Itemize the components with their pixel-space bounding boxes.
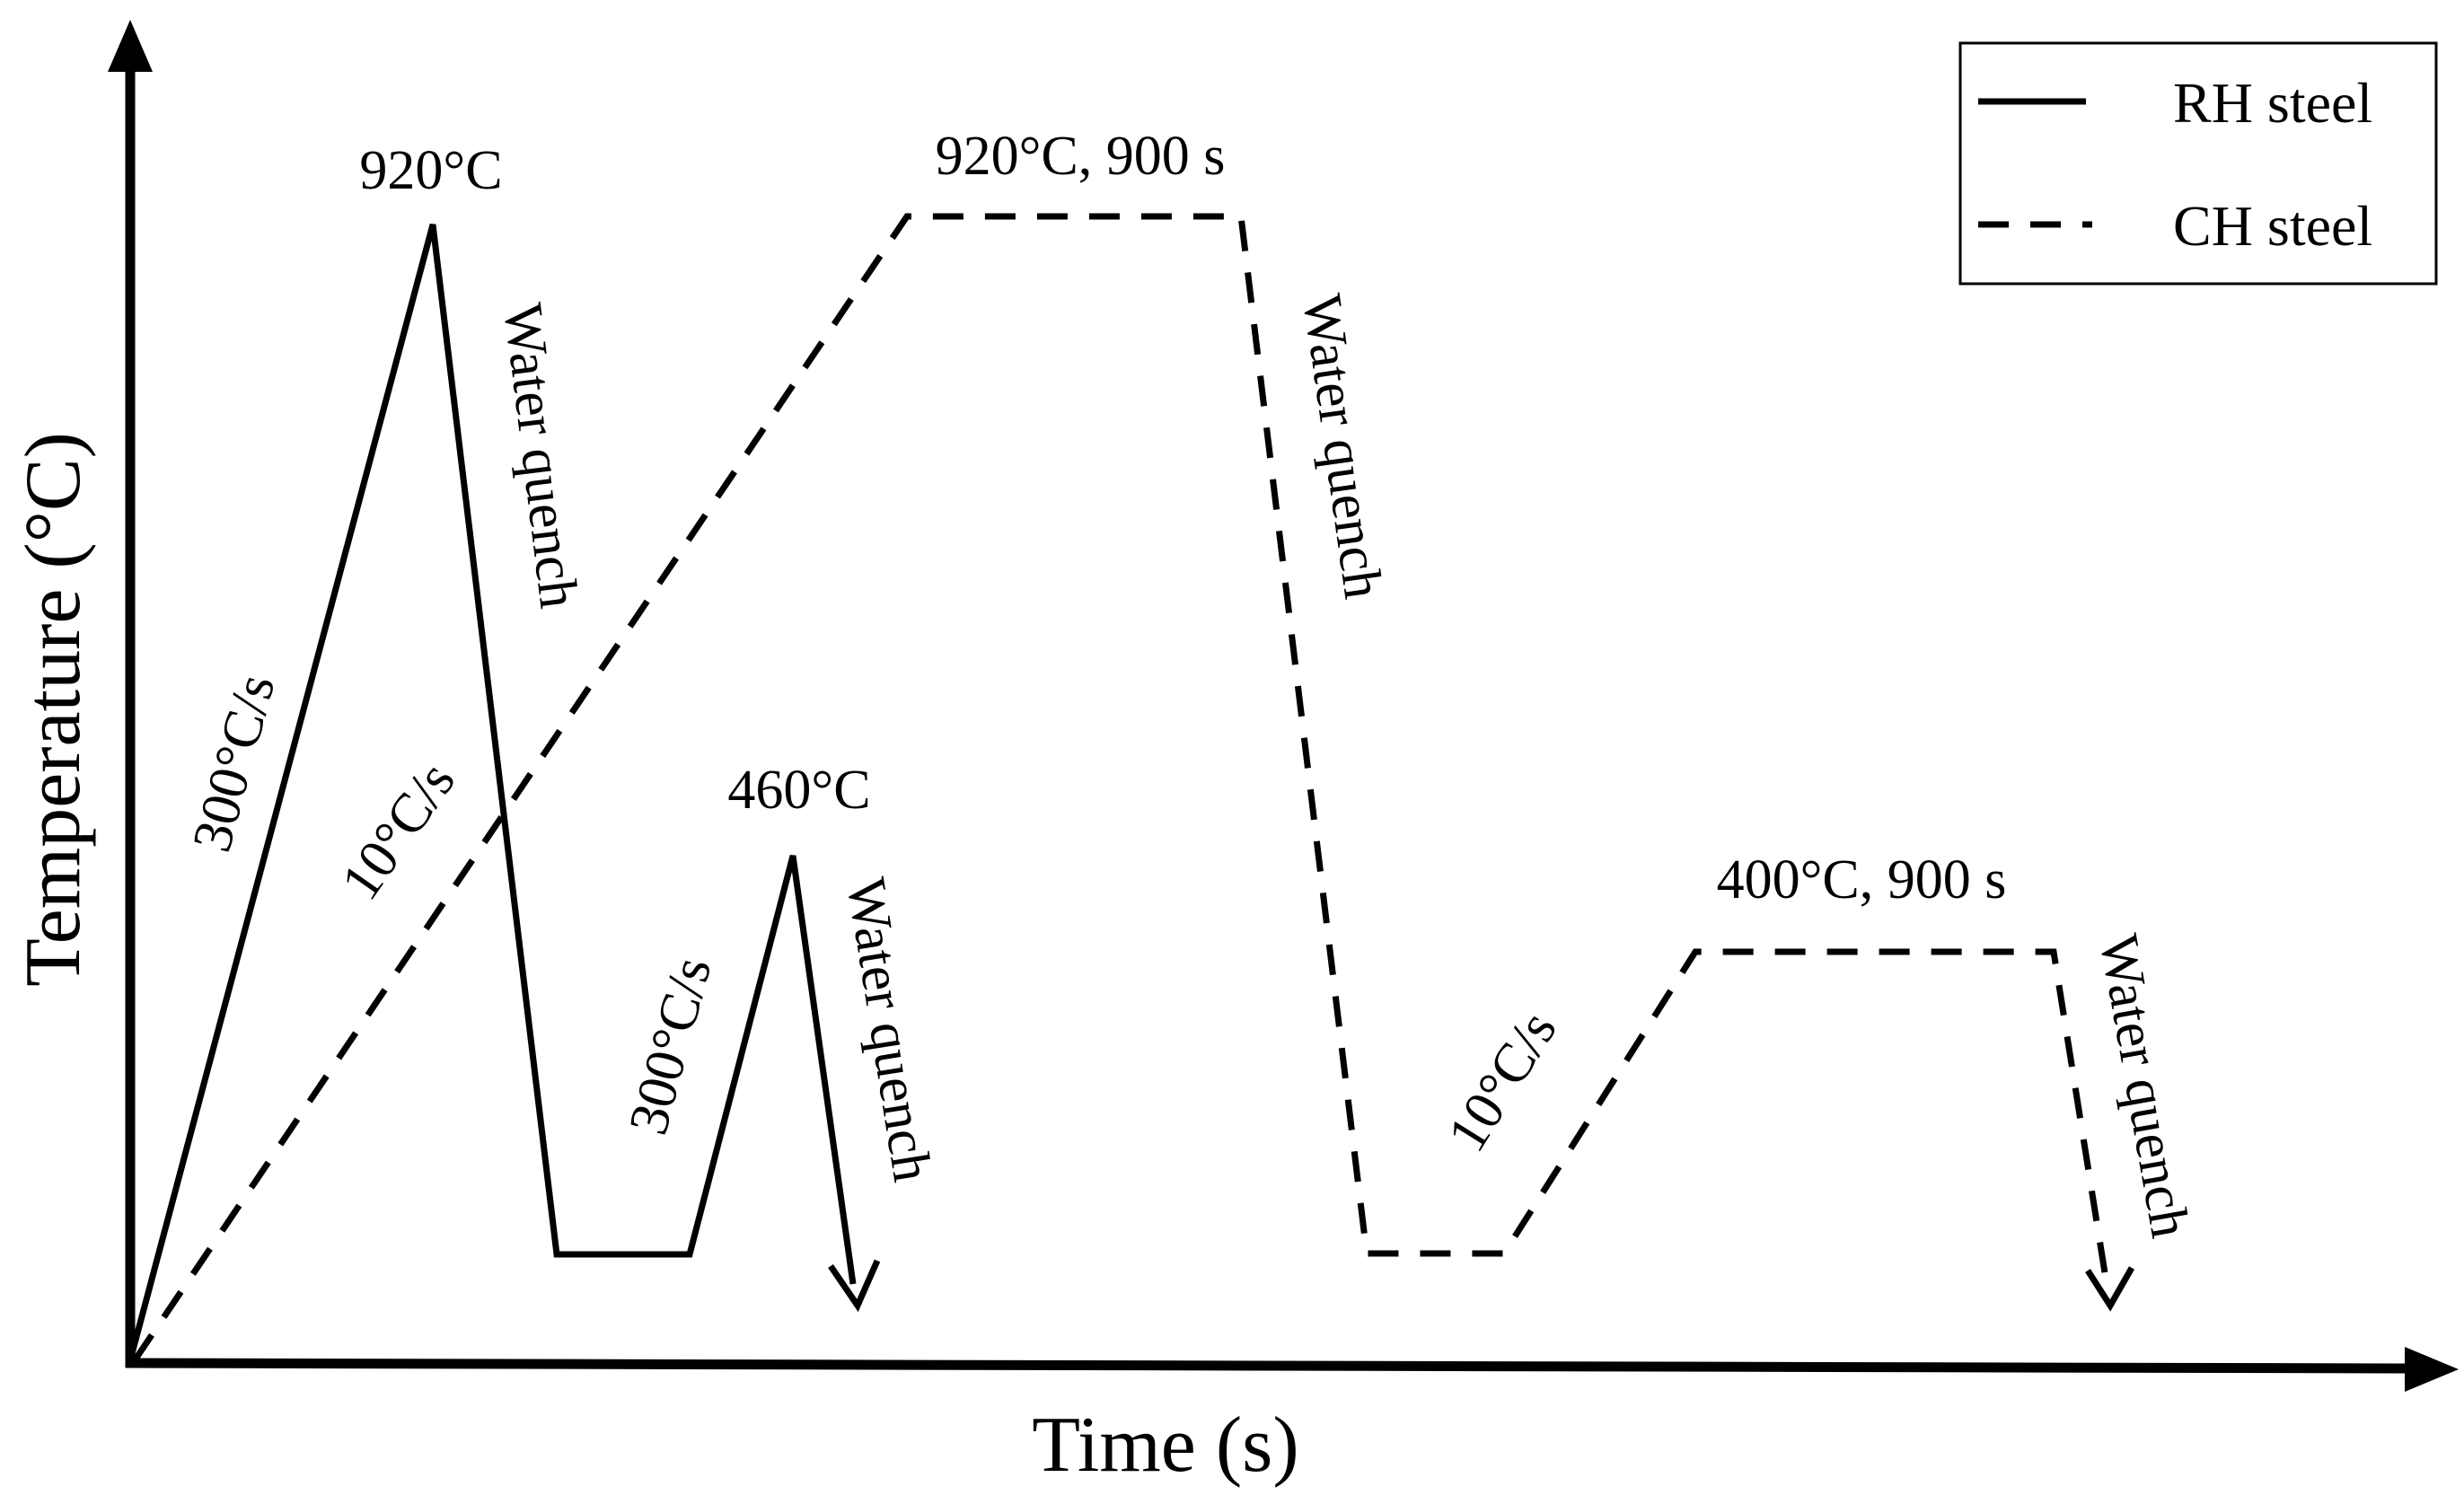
ch-reheat-rate-label: 10°C/s [1436, 1001, 1568, 1163]
rh-steel-quench-arrowhead [828, 1259, 881, 1313]
rh-quench-1-label: Water quench [491, 300, 589, 611]
ch-quench-2-label: Water quench [2088, 930, 2201, 1243]
rh-reheat-rate-label: 300°C/s [618, 951, 724, 1140]
ch-heating-rate-label: 10°C/s [330, 752, 467, 911]
ch-steel-path [132, 213, 2110, 1362]
rh-steel-curve [127, 224, 881, 1361]
rh-reheat-peak-label: 460°C [727, 760, 870, 821]
x-axis-title: Time (s) [1032, 1402, 1298, 1489]
ch-quench-1-label: Water quench [1290, 291, 1394, 602]
ch-austenitize-label: 920°C, 900 s [936, 126, 1226, 187]
rh-peak-temp-label: 920°C [359, 140, 502, 201]
legend-label-rh-steel: RH steel [2173, 71, 2372, 135]
x-axis-line [125, 1358, 2409, 1374]
legend: RH steel CH steel [1958, 41, 2438, 286]
ch-hold-label: 400°C, 900 s [1717, 849, 2007, 910]
y-axis-title: Temperature (°C) [10, 432, 97, 987]
rh-quench-2-label: Water quench [835, 874, 944, 1185]
x-axis-arrowhead [2405, 1347, 2459, 1392]
legend-box [1958, 41, 2438, 286]
rh-steel-path [127, 224, 857, 1361]
ch-steel-quench-arrowhead [2085, 1266, 2135, 1312]
y-axis-arrowhead [108, 20, 153, 72]
ch-steel-curve [132, 213, 2135, 1362]
axes [108, 20, 2459, 1392]
legend-label-ch-steel: CH steel [2173, 194, 2372, 258]
